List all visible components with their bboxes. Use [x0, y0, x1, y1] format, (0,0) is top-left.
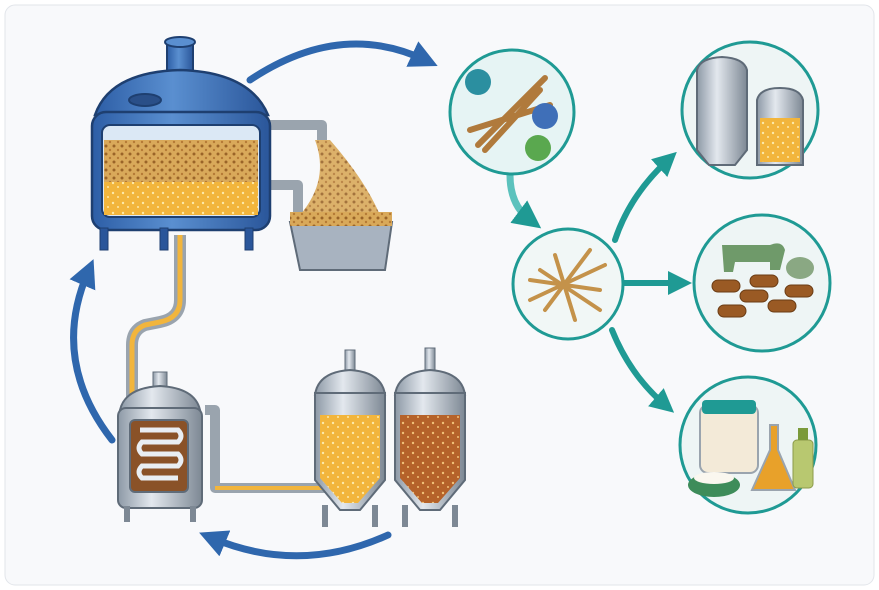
feed-circle — [694, 215, 830, 351]
products-circle-part — [700, 405, 758, 473]
feed-circle-part-part — [785, 285, 813, 297]
products-circle-part — [702, 400, 756, 414]
enzyme-circle-part — [532, 103, 558, 129]
mash-tun-part — [160, 228, 168, 250]
products-circle-part — [694, 472, 734, 484]
fiber-circle — [513, 229, 623, 339]
grain-basket-part — [290, 212, 392, 226]
fermenters-part — [345, 350, 355, 372]
feed-circle-part-part — [768, 300, 796, 312]
fermenters-part — [402, 505, 408, 527]
biofuel-circle — [682, 42, 818, 178]
distiller-part — [124, 506, 130, 522]
fermenters-part — [425, 348, 435, 370]
mash-tun-part — [100, 228, 108, 250]
enzyme-circle — [450, 50, 574, 174]
feed-circle-part-part — [750, 275, 778, 287]
fermenters-part — [322, 505, 328, 527]
products-circle-part — [798, 428, 808, 440]
fermenters-part — [452, 505, 458, 527]
enzyme-circle-part — [525, 135, 551, 161]
biofuel-circle-part — [760, 118, 800, 162]
page: (() => { document.querySelectorAll('svg … — [0, 0, 879, 590]
enzyme-circle-part — [465, 69, 491, 95]
biofuel-circle-part — [697, 57, 747, 165]
mash-tun-part — [245, 228, 253, 250]
mash-tun-part — [165, 37, 195, 47]
grain-basket-part — [290, 222, 392, 270]
mash-tun-part — [129, 94, 161, 106]
distiller-part — [190, 506, 196, 522]
mash-tun-part — [104, 182, 258, 215]
feed-circle-part — [786, 257, 814, 279]
products-circle — [680, 377, 816, 513]
feed-circle-part-part — [740, 290, 768, 302]
distiller — [118, 372, 202, 522]
fermenters-part — [372, 505, 378, 527]
feed-circle-part-part — [718, 305, 746, 317]
products-circle-part — [793, 440, 813, 488]
mash-tun-part — [104, 140, 258, 182]
illustration — [0, 0, 879, 590]
feed-circle-part-part — [712, 280, 740, 292]
